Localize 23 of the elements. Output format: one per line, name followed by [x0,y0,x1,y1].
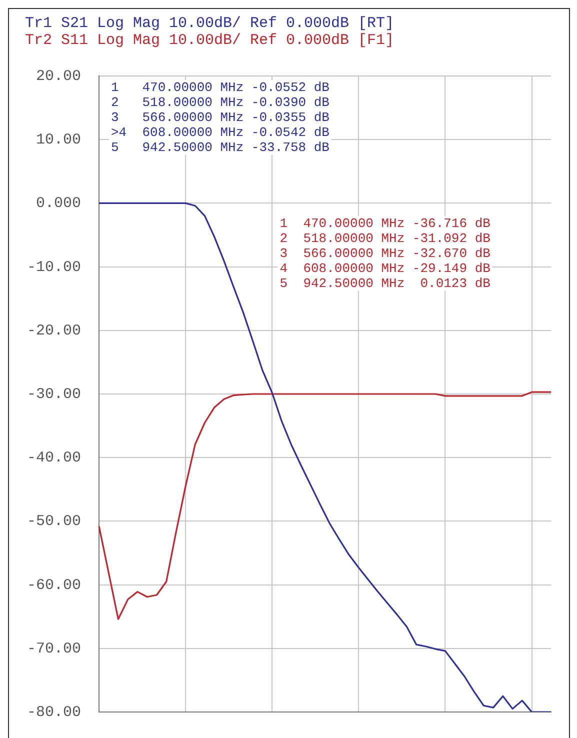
y-tick-label: -70.00 [26,640,82,658]
annotation: 5 942.50000 MHz 0.0123 dB [280,276,491,291]
annotation: >4 608.00000 MHz -0.0542 dB [111,124,330,140]
y-tick-label: 10.00 [36,132,82,149]
annotation: 1 470.00000 MHz -36.716 dB [280,216,491,231]
annotation: 2 518.00000 MHz -0.0390 dB [111,94,330,110]
text: Tr2 S11 Log Mag 10.00dB/ Ref 0.000dB [F1] [25,32,396,49]
annotation: 4 608.00000 MHz -29.149 dB [280,260,491,276]
y-tick-label: -20.00 [26,322,82,340]
text: Tr1 S21 Log Mag 10.00dB/ Ref 0.000dB [RT] [25,15,396,32]
y-tick-label: -10.00 [26,258,82,276]
y-tick-label: -50.00 [26,513,82,530]
annotation: 3 566.00000 MHz -0.0355 dB [111,110,330,125]
y-tick-label: -30.00 [26,386,82,403]
y-tick-label: 20.00 [36,68,82,85]
annotation: 2 518.00000 MHz -31.092 dB [280,230,491,246]
y-tick-label: -40.00 [26,450,82,467]
y-tick-label: -80.00 [26,704,82,721]
y-tick-label: 0.000 [36,195,82,212]
annotation: 5 942.50000 MHz -33.758 dB [111,140,330,155]
y-tick-label: -60.00 [26,576,82,594]
annotation: 3 566.00000 MHz -32.670 dB [280,246,491,261]
annotation: 1 470.00000 MHz -0.0552 dB [111,80,330,95]
